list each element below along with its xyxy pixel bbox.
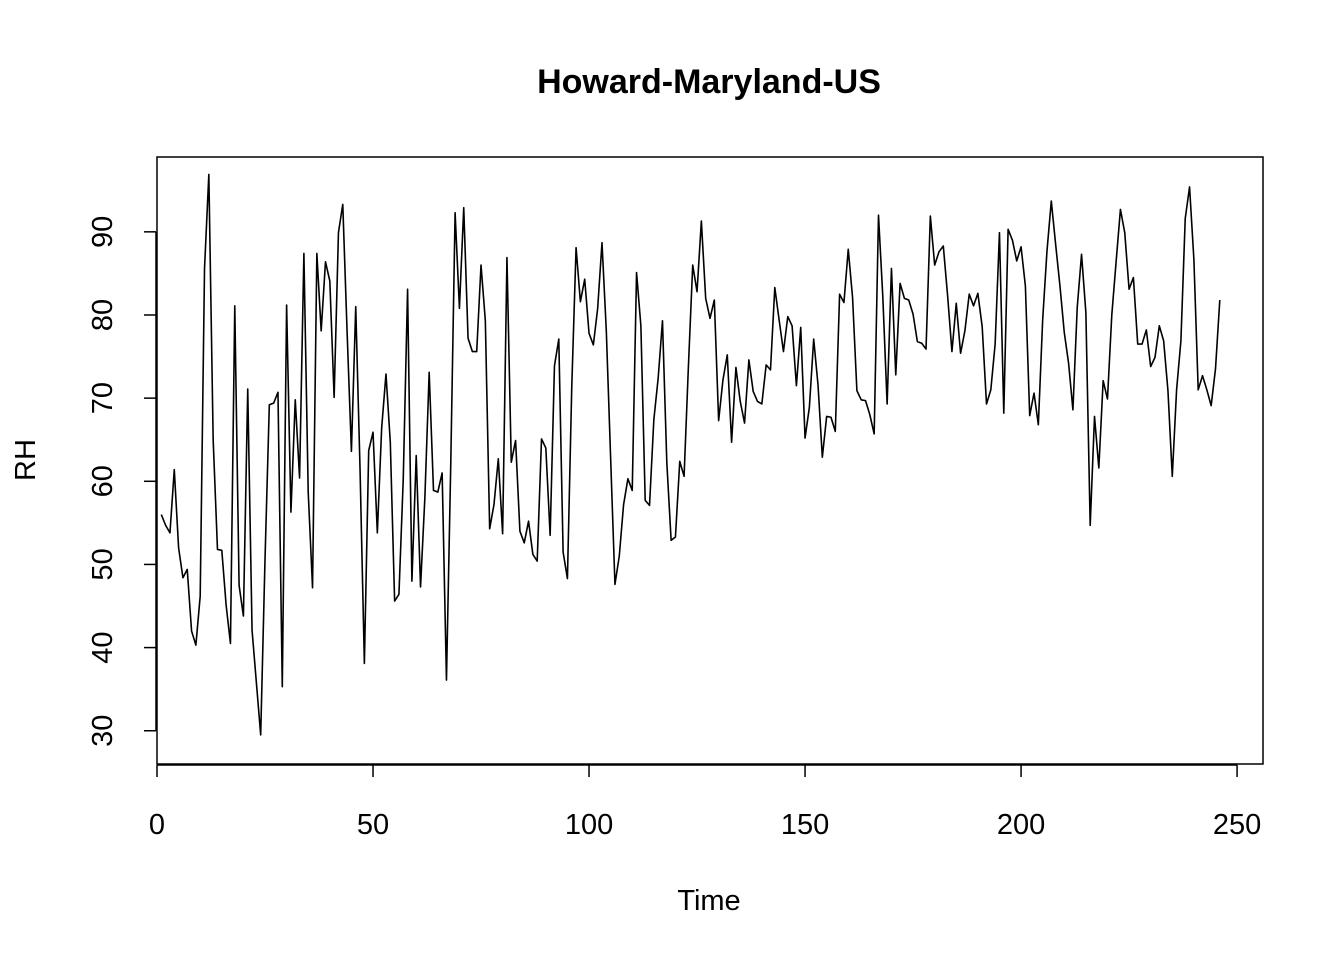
x-axis-label: Time — [677, 885, 740, 917]
x-axis: 0 50 100 150 200 250 — [149, 764, 1261, 841]
y-axis-label: RH — [10, 439, 42, 481]
y-tick-label: 50 — [87, 548, 119, 580]
y-tick-label: 70 — [87, 382, 119, 414]
y-tick-label: 60 — [87, 465, 119, 497]
y-tick-label: 30 — [87, 715, 119, 747]
x-tick-label: 0 — [149, 809, 165, 841]
x-tick-label: 250 — [1213, 809, 1261, 841]
y-axis: 30 40 50 60 70 80 90 — [87, 216, 157, 747]
y-tick-label: 90 — [87, 216, 119, 248]
y-tick-label: 80 — [87, 299, 119, 331]
x-tick-label: 50 — [357, 809, 389, 841]
series-line — [160, 173, 1221, 736]
plot-frame — [156, 156, 1264, 765]
y-tick-label: 40 — [87, 631, 119, 663]
chart-title: Howard-Maryland-US — [537, 63, 881, 101]
x-tick-label: 100 — [565, 809, 613, 841]
x-tick-label: 200 — [997, 809, 1045, 841]
x-tick-label: 150 — [781, 809, 829, 841]
